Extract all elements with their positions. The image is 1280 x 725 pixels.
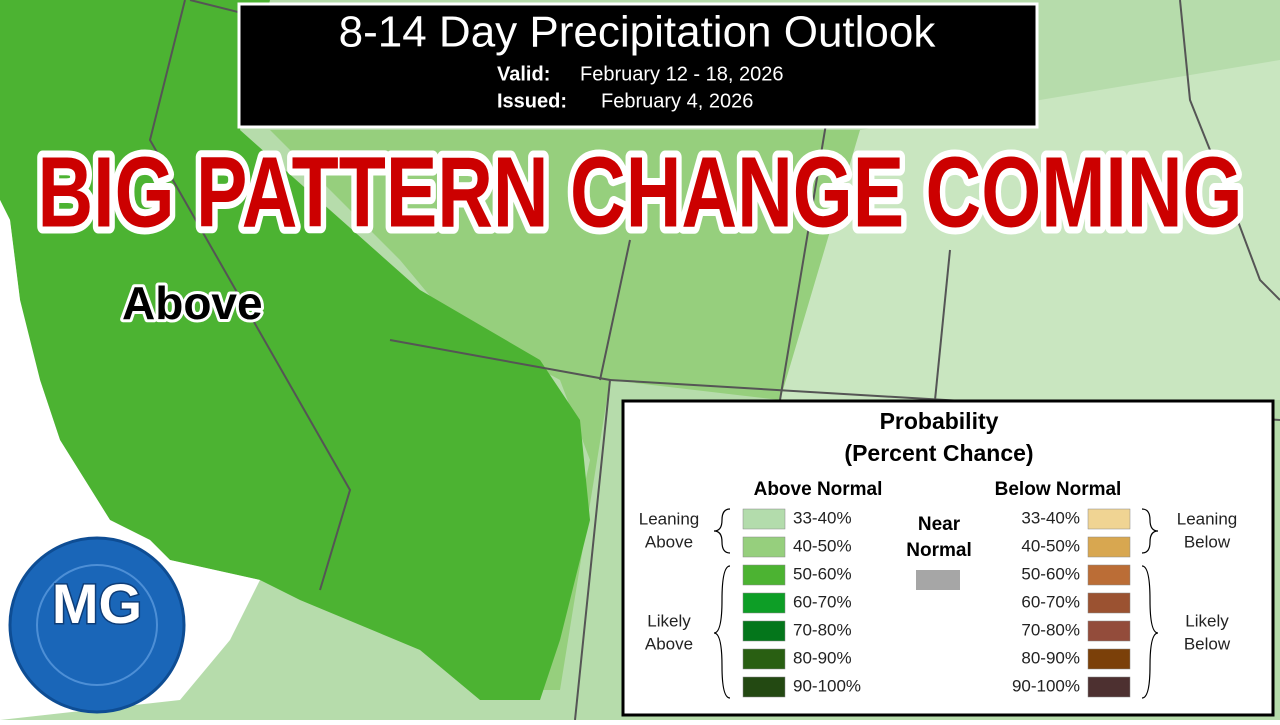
swatch-label: 70-80%: [793, 620, 852, 639]
valid-dates: February 12 - 18, 2026: [580, 63, 783, 85]
swatch-label: 60-70%: [1021, 592, 1080, 611]
group-label: Likely: [1185, 611, 1229, 630]
swatch-label: 80-90%: [1021, 648, 1080, 667]
swatch: [742, 676, 786, 698]
swatch: [1087, 564, 1131, 586]
swatch-label: 60-70%: [793, 592, 852, 611]
swatch-label: 70-80%: [1021, 620, 1080, 639]
swatch-label: 90-100%: [1012, 676, 1080, 695]
legend-title: Probability: [880, 408, 999, 434]
above-region: [0, 0, 590, 700]
swatch-label: 90-100%: [793, 676, 861, 695]
header-box: [237, 2, 1039, 129]
group-label: Above: [645, 634, 693, 653]
swatch-label: 33-40%: [793, 508, 852, 527]
state-border: [599, 239, 631, 381]
group-label: Likely: [647, 611, 691, 630]
bracket: [713, 565, 731, 699]
swatch: [742, 508, 786, 530]
group-label: Below: [1184, 532, 1231, 551]
group-label: Above: [645, 532, 693, 551]
above-heading: Above Normal: [754, 479, 883, 500]
swatch-label: 40-50%: [793, 536, 852, 555]
legend-box: [621, 399, 1275, 717]
swatch: [1087, 508, 1131, 530]
swatch-label: 33-40%: [1021, 508, 1080, 527]
logo-text: MG: [52, 572, 142, 635]
issued-date: February 4, 2026: [601, 90, 753, 112]
swatch: [1087, 676, 1131, 698]
map-label: Above: [122, 277, 263, 329]
issued-label: Issued:: [497, 90, 567, 112]
legend-title: (Percent Chance): [844, 440, 1033, 466]
swatch-label: 40-50%: [1021, 536, 1080, 555]
group-label: Below: [1184, 634, 1231, 653]
logo-ring: [36, 564, 158, 686]
near-label: Normal: [906, 540, 971, 561]
swatch: [1087, 536, 1131, 558]
swatch: [1087, 648, 1131, 670]
swatch: [742, 648, 786, 670]
bracket: [1141, 565, 1159, 699]
valid-label: Valid:: [497, 63, 550, 85]
lean-region-mid: [270, 130, 860, 690]
swatch: [742, 564, 786, 586]
group-label: Leaning: [639, 509, 700, 528]
bracket: [713, 508, 731, 554]
state-border: [934, 249, 951, 401]
headline: BIG PATTERN CHANGE COMING: [38, 136, 1243, 248]
logo: [8, 536, 186, 714]
swatch-label: 80-90%: [793, 648, 852, 667]
swatch: [742, 620, 786, 642]
header-title: 8-14 Day Precipitation Outlook: [339, 8, 937, 57]
legend: Probability (Percent Chance) Above Norma…: [621, 399, 1275, 717]
swatch: [1087, 620, 1131, 642]
swatch: [742, 536, 786, 558]
swatch-label: 50-60%: [1021, 564, 1080, 583]
bracket: [1141, 508, 1159, 554]
swatch: [742, 592, 786, 614]
near-swatch: [916, 570, 960, 590]
swatch: [1087, 592, 1131, 614]
lean-region-light: [780, 60, 1280, 400]
state-border: [148, 0, 352, 591]
swatch-label: 50-60%: [793, 564, 852, 583]
below-heading: Below Normal: [995, 479, 1122, 500]
state-border: [1179, 0, 1280, 301]
state-border: [779, 99, 831, 401]
near-label: Near: [918, 514, 961, 535]
group-label: Leaning: [1177, 509, 1238, 528]
